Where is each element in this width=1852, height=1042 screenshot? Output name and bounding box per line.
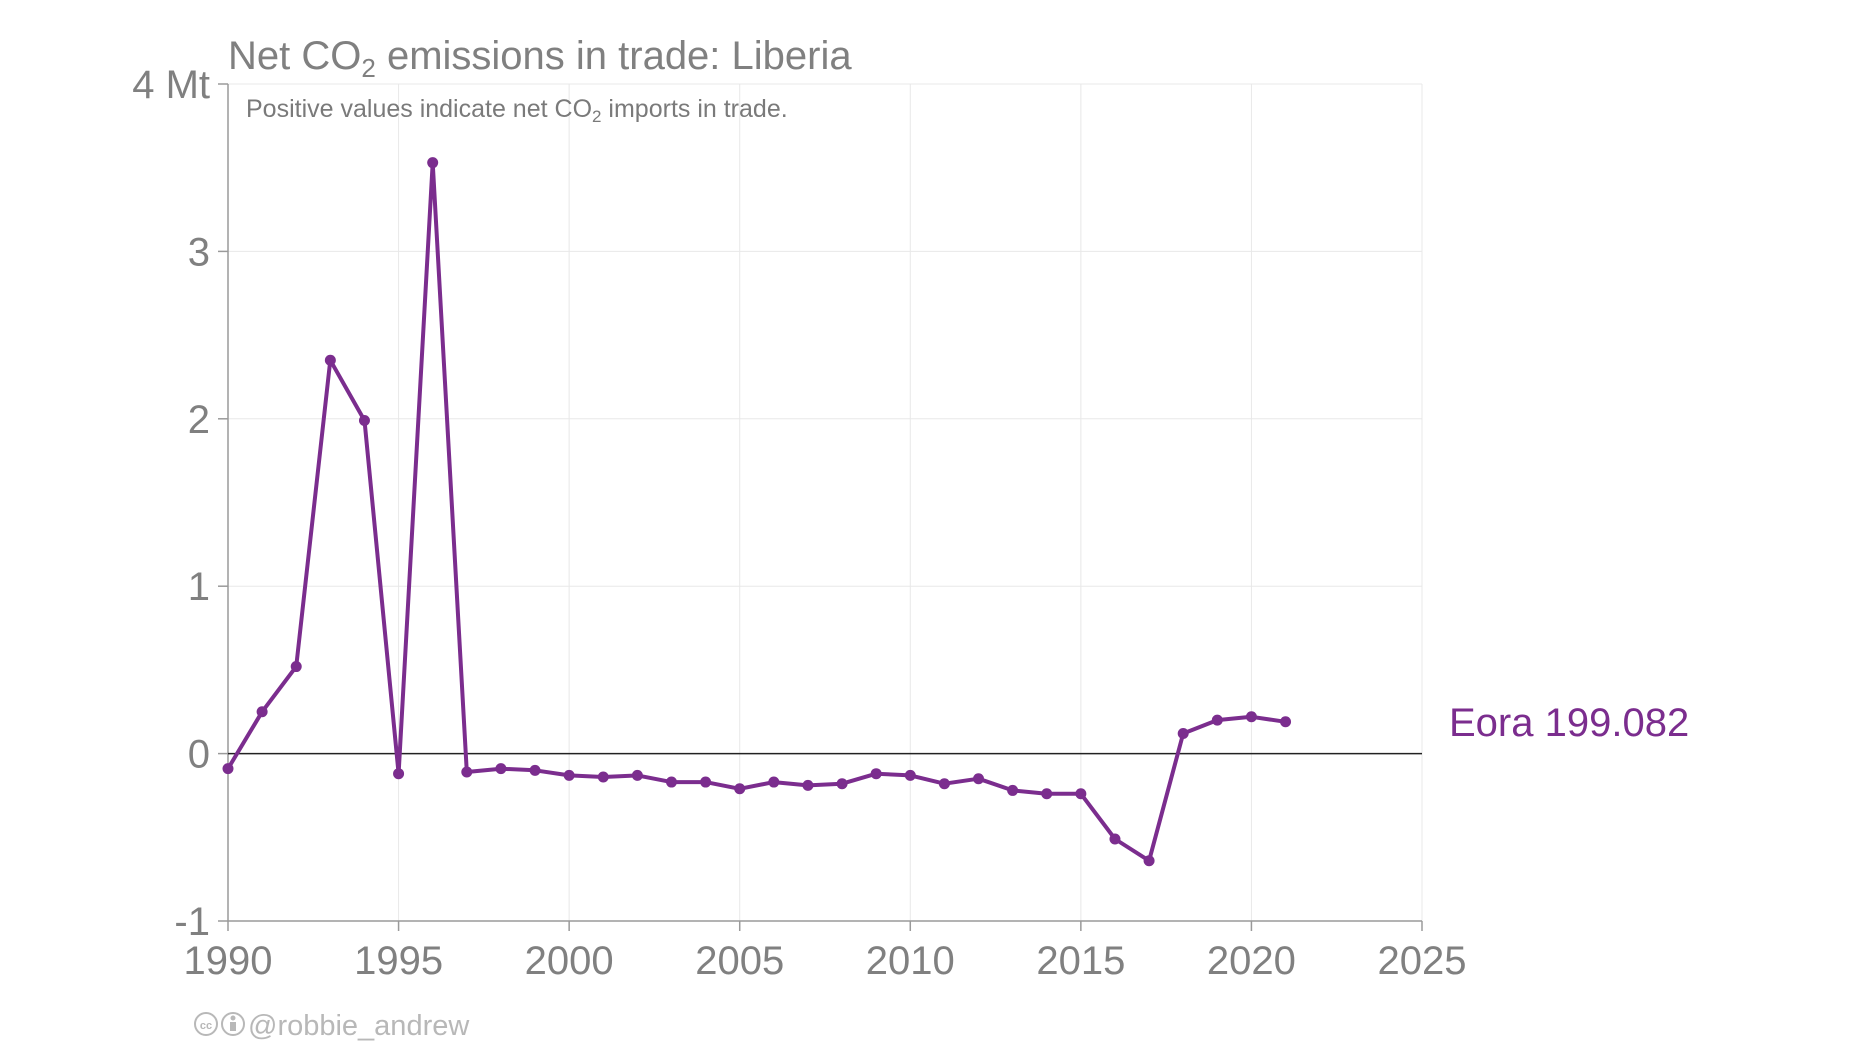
series-layer: Eora 199.082: [222, 157, 1689, 867]
data-point-2018: [1177, 728, 1189, 740]
data-point-2005: [734, 783, 746, 795]
x-axis-ticks: 1990 1995 2000 2005 2010 2015 2020 2025: [184, 921, 1467, 983]
data-point-1992: [290, 661, 302, 673]
data-point-2007: [802, 779, 814, 791]
grid-lines: [228, 83, 1423, 921]
data-point-2001: [597, 771, 609, 783]
data-point-1993: [324, 354, 336, 366]
data-point-2019: [1211, 714, 1223, 726]
data-point-1990: [222, 763, 234, 775]
x-tick-label-2025: 2025: [1378, 939, 1467, 983]
data-point-2020: [1245, 711, 1257, 723]
data-point-1994: [358, 414, 370, 426]
data-point-2015: [1075, 788, 1087, 800]
x-tick-label-1995: 1995: [354, 939, 443, 983]
axes: [227, 84, 1422, 922]
y-tick-label-4: 4 Mt: [132, 63, 210, 107]
data-point-2002: [631, 769, 643, 781]
data-point-2000: [563, 769, 575, 781]
chart-subtitle: Positive values indicate net CO2 imports…: [246, 95, 788, 126]
y-tick-label-2: 2: [188, 398, 210, 442]
data-point-2008: [836, 778, 848, 790]
svg-text:cc: cc: [200, 1020, 212, 1032]
cc-icon: cc: [194, 1012, 218, 1036]
data-point-2013: [1007, 784, 1019, 796]
y-tick-label--1: -1: [174, 900, 210, 944]
data-point-1998: [495, 763, 507, 775]
x-tick-label-2000: 2000: [525, 939, 614, 983]
data-point-1995: [393, 768, 405, 780]
series-line-0: [226, 160, 1288, 863]
data-point-1996: [427, 157, 439, 169]
x-tick-label-2020: 2020: [1207, 939, 1296, 983]
credit: cc @robbie_andrew: [194, 1010, 470, 1042]
data-point-1999: [529, 764, 541, 776]
data-point-2014: [1041, 788, 1053, 800]
by-icon: [221, 1012, 245, 1036]
data-point-2016: [1109, 833, 1121, 845]
data-point-2011: [938, 778, 950, 790]
data-point-1991: [256, 706, 268, 718]
series-label-0: Eora 199.082: [1449, 701, 1689, 745]
data-point-2004: [700, 776, 712, 788]
data-point-2012: [973, 773, 985, 785]
data-point-2009: [870, 768, 882, 780]
x-tick-label-2005: 2005: [695, 939, 784, 983]
y-axis-ticks: -1 0 1 2 3 4 Mt: [132, 63, 228, 944]
data-point-2003: [665, 776, 677, 788]
y-tick-label-1: 1: [188, 565, 210, 609]
x-tick-label-1990: 1990: [184, 939, 273, 983]
x-tick-label-2015: 2015: [1036, 939, 1125, 983]
credit-text: @robbie_andrew: [248, 1010, 470, 1042]
x-tick-label-2010: 2010: [866, 939, 955, 983]
data-point-2010: [904, 769, 916, 781]
chart-title: Net CO2 emissions in trade: Liberia: [228, 34, 852, 83]
data-point-1997: [461, 766, 473, 778]
data-point-2021: [1280, 716, 1292, 728]
y-tick-label-0: 0: [188, 733, 210, 777]
y-tick-label-3: 3: [188, 230, 210, 274]
data-point-2006: [768, 776, 780, 788]
data-point-2017: [1143, 855, 1155, 867]
